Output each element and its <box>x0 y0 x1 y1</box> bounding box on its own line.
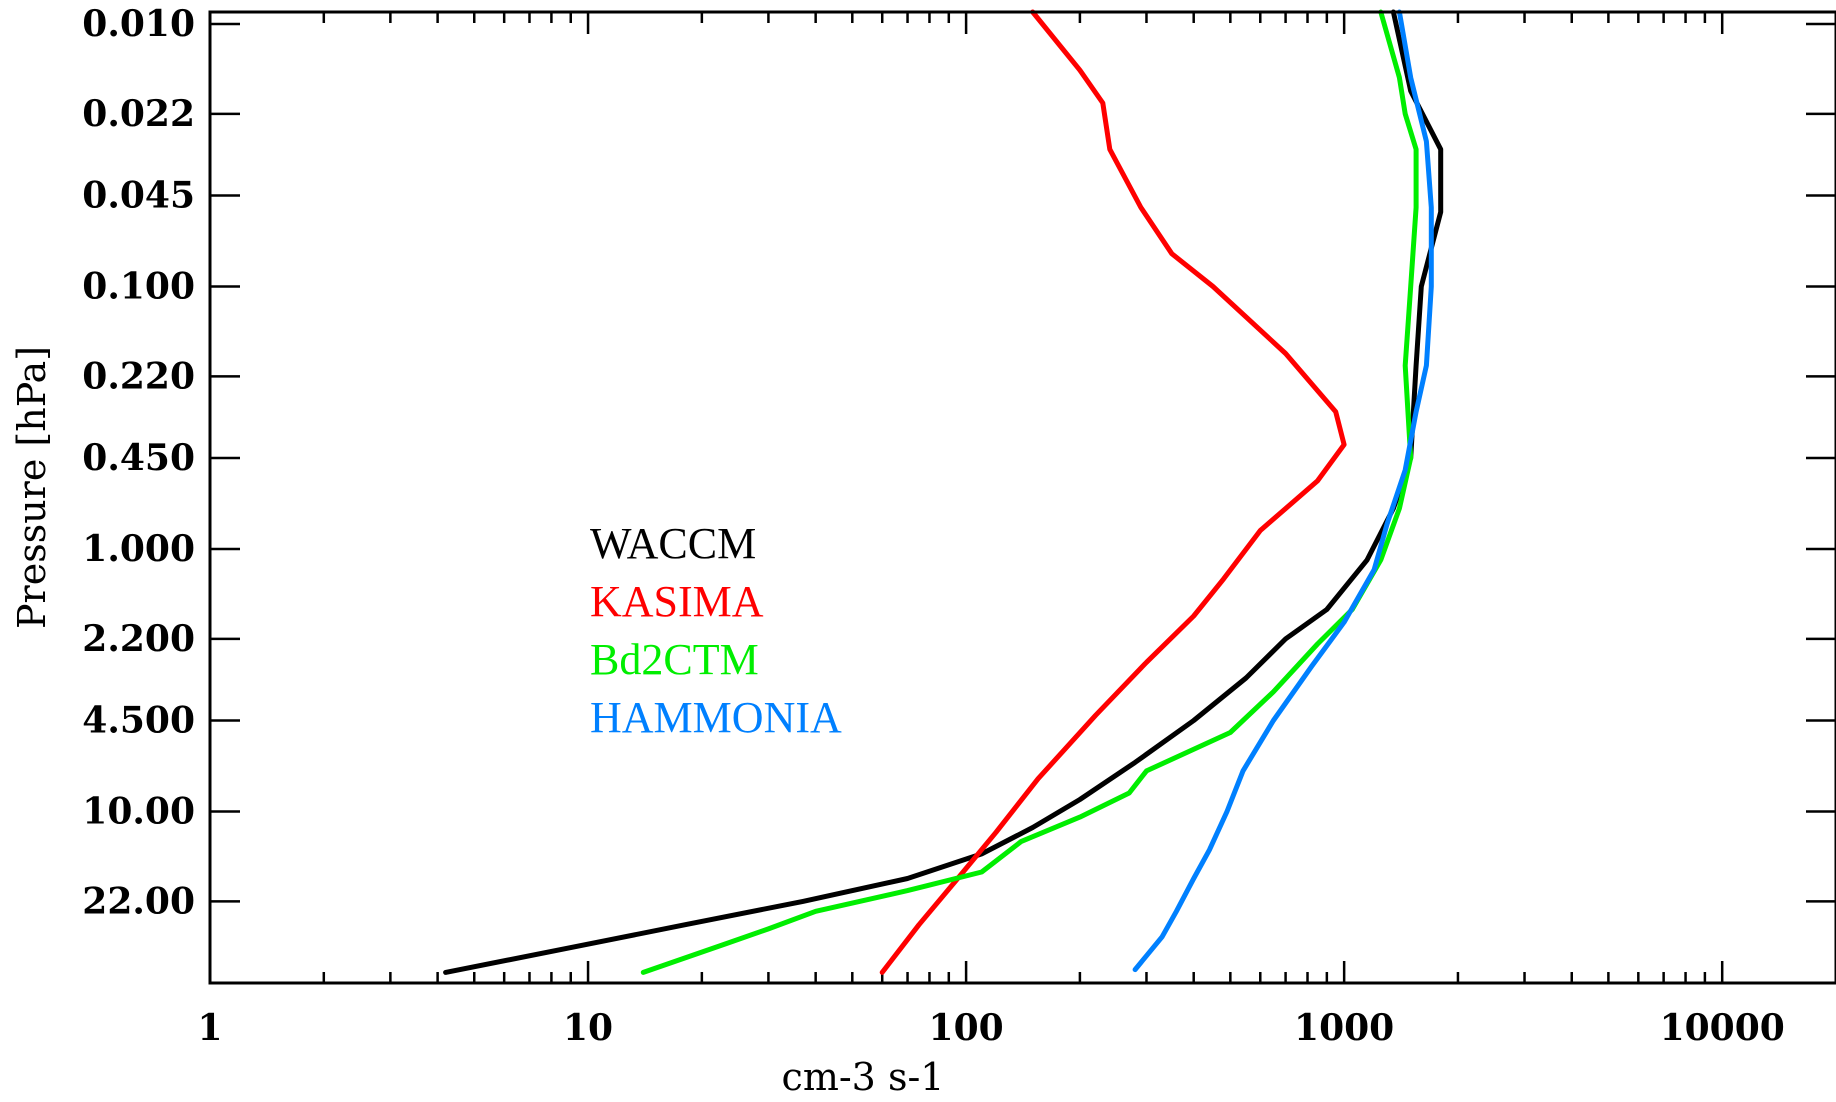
y-tick-label: 0.450 <box>82 437 195 479</box>
y-tick-label: 10.00 <box>82 791 195 833</box>
y-tick-label: 0.010 <box>82 3 195 45</box>
y-tick-label: 0.022 <box>82 93 195 135</box>
y-tick-label: 0.045 <box>82 174 195 216</box>
legend: WACCM KASIMA Bd2CTM HAMMONIA <box>590 519 842 742</box>
x-tick-label: 1000 <box>1294 1007 1394 1049</box>
x-tick-labels: 1 10 100 1000 10000 <box>197 1007 1784 1049</box>
x-axis-label: cm-3 s-1 <box>782 1055 945 1099</box>
y-axis-label: Pressure [hPa] <box>10 346 54 629</box>
plot-frame <box>208 10 1836 985</box>
x-tick-label: 100 <box>929 1007 1004 1049</box>
series-line-waccm <box>443 9 1444 975</box>
y-tick-label: 4.500 <box>82 699 195 741</box>
series-line-bd2ctm <box>640 9 1419 975</box>
y-tick-label: 0.220 <box>82 355 195 397</box>
legend-entry-waccm: WACCM <box>590 519 756 568</box>
y-tick-label: 2.200 <box>82 618 195 660</box>
series-line-kasima <box>879 9 1347 975</box>
legend-entry-kasima: KASIMA <box>590 577 764 626</box>
y-tick-label: 22.00 <box>82 880 195 922</box>
series-line-hammonia <box>1132 9 1434 973</box>
x-tick-label: 1 <box>197 1007 222 1049</box>
y-tick-labels: 0.010 0.022 0.045 0.100 0.220 0.450 1.000 2.200… <box>82 3 195 922</box>
x-tick-label: 10 <box>563 1007 613 1049</box>
legend-entry-bd2ctm: Bd2CTM <box>590 635 759 684</box>
x-tick-label: 10000 <box>1660 1007 1785 1049</box>
legend-entry-hammonia: HAMMONIA <box>590 693 842 742</box>
y-tick-label: 0.100 <box>82 266 195 308</box>
y-tick-label: 1.000 <box>82 528 195 570</box>
series-lines <box>443 9 1444 975</box>
axis-ticks <box>208 12 1836 983</box>
